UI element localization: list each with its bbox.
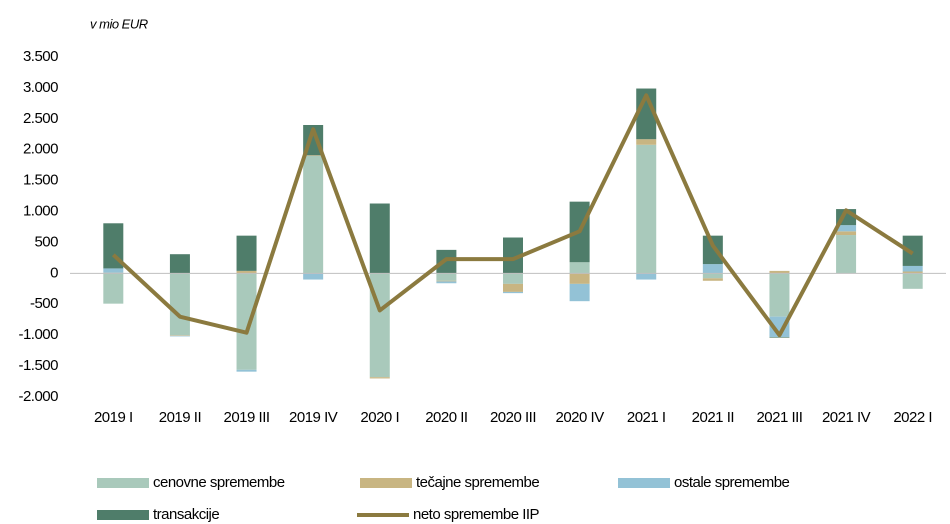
x-tick-label: 2020 III [490,409,536,426]
y-tick-label: -1.500 [18,357,58,374]
bar-segment [503,283,523,292]
bar-segment [236,369,257,372]
bar-segment [836,231,857,236]
bar-segment [702,264,723,274]
y-tick-label: 3.000 [23,79,58,96]
bar-segment [303,155,324,156]
bar-segment [836,225,857,232]
legend-swatch [618,478,670,488]
bar-segment [636,139,657,145]
bar-segment [369,203,390,274]
x-tick-label: 2021 III [756,409,802,426]
bar-segment [303,155,324,274]
y-tick-label: 1.500 [23,172,58,189]
bar-segment [636,144,657,274]
x-tick-label: 2022 I [893,409,932,426]
y-tick-label: 2.000 [23,141,58,158]
x-tick-label: 2021 I [627,409,666,426]
y-tick-label: -500 [30,295,58,312]
x-tick-label: 2021 II [692,409,734,426]
legend-label: neto spremembe IIP [413,506,540,523]
bar-segment [169,335,190,337]
bar-segment [436,273,457,281]
x-tick-label: 2020 II [425,409,467,426]
legend-label: ostale spremembe [674,474,790,491]
legend-swatch [97,510,149,520]
bar-segment [169,273,190,336]
bar-segment [569,273,590,284]
bar-segment [103,268,124,273]
y-tick-label: -1.000 [18,326,58,343]
bar-segment [702,273,723,279]
legend-swatch [97,478,149,488]
x-tick-label: 2019 I [94,409,133,426]
axis-label: v mio EUR [90,16,148,31]
bar-segment [503,291,523,294]
bar-segment [436,280,457,282]
bar-segment [103,273,124,304]
bar-segment [236,273,257,370]
x-tick-label: 2020 IV [556,409,605,426]
bar-segment [769,270,790,274]
bar-segment [503,273,523,284]
bar-segment [236,235,257,271]
x-tick-label: 2019 II [159,409,201,426]
bar-segment [303,273,324,280]
x-tick-label: 2021 IV [822,409,871,426]
legend-label: transakcije [153,506,219,523]
y-tick-label: -2.000 [18,388,58,405]
legend-swatch [360,478,412,488]
legend-label: cenovne spremembe [153,474,285,491]
bar-segment [436,281,457,284]
y-tick-label: 0 [50,264,58,281]
bar-segment [169,335,190,336]
bar-segment [169,254,190,274]
bar-segment [503,237,523,274]
bar-segment [569,283,590,302]
bar-segment [702,278,723,281]
y-tick-label: 500 [34,233,58,250]
bar-segment [636,273,657,280]
net-line [111,93,914,338]
bar-segment [902,265,923,272]
bar-segment [569,262,590,274]
bar-segment [902,273,923,289]
bar-segment [702,235,723,265]
y-tick-label: 2.500 [23,110,58,127]
x-tick-label: 2020 I [360,409,399,426]
bar-segment [902,235,923,266]
legend-label: tečajne spremembe [416,474,539,491]
x-tick-label: 2019 III [224,409,270,426]
bar-segment [236,270,257,274]
y-tick-label: 3.500 [23,48,58,65]
bar-segment [369,377,390,379]
x-tick-label: 2019 IV [289,409,338,426]
bar-segment [769,273,790,317]
bar-segment [769,337,790,338]
y-tick-label: 1.000 [23,203,58,220]
bar-segment [902,271,923,274]
bar-segment [836,235,857,274]
